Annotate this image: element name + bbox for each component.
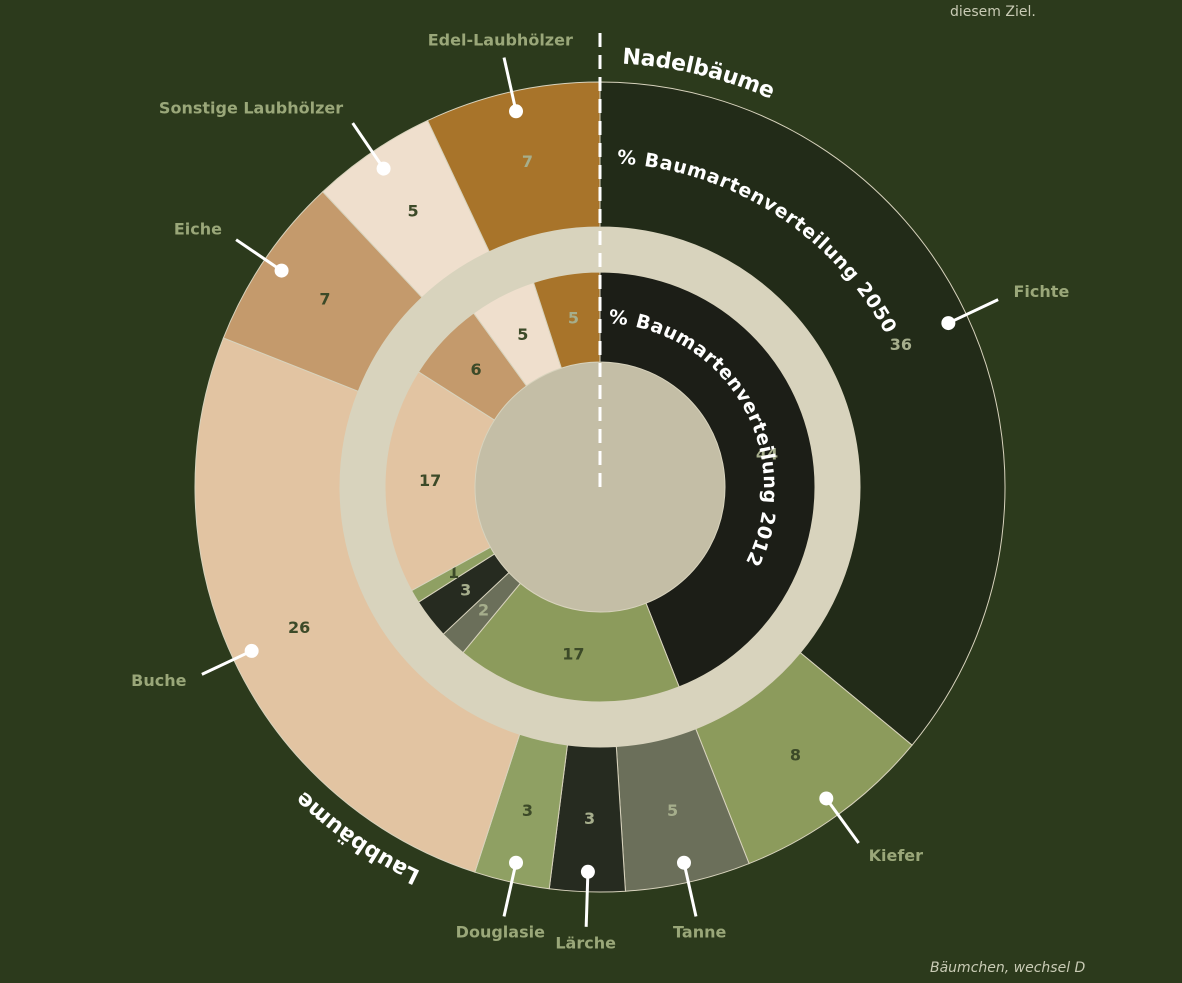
value-label: 3 <box>522 801 533 820</box>
value-label: 2 <box>478 600 489 619</box>
category-label: Eiche <box>174 220 222 239</box>
value-label: 5 <box>517 325 528 344</box>
value-label: 36 <box>890 335 912 354</box>
value-label: 7 <box>522 152 533 171</box>
category-label: Sonstige Laubhölzer <box>159 99 343 118</box>
leader-line <box>947 298 999 325</box>
leader-dot <box>274 263 289 278</box>
value-label: 17 <box>562 644 584 663</box>
value-label: 1 <box>448 563 459 582</box>
leader-line <box>201 649 253 676</box>
ring-segment <box>599 81 1006 746</box>
leader-dot <box>244 643 259 658</box>
leader-dot <box>676 855 691 870</box>
leader-dot <box>509 104 524 119</box>
value-label: 8 <box>790 745 801 764</box>
category-label: Kiefer <box>869 846 924 865</box>
leader-dot <box>376 161 391 176</box>
note: Bäumchen, wechsel D <box>930 960 1086 976</box>
leader-line <box>351 122 385 170</box>
category-label: Buche <box>131 671 186 690</box>
value-label: 5 <box>408 201 419 220</box>
ring-segment <box>194 337 521 873</box>
leader-dot <box>941 316 956 331</box>
category-label: Lärche <box>555 933 616 952</box>
leader-line <box>682 862 698 917</box>
value-label: 7 <box>319 290 330 309</box>
leader-line <box>502 862 518 917</box>
value-label: 3 <box>584 809 595 828</box>
leader-line <box>825 797 860 844</box>
value-label: 44 <box>756 445 778 464</box>
ring-segment <box>532 271 601 369</box>
leader-dot <box>819 791 834 806</box>
note: diesem Ziel. <box>950 4 1036 20</box>
leader-line <box>235 238 283 272</box>
value-label: 3 <box>460 581 471 600</box>
value-label: 26 <box>288 618 310 637</box>
ring-segment <box>599 271 816 688</box>
leader-dot <box>509 855 524 870</box>
category-label: Fichte <box>1014 282 1070 301</box>
category-label: Tanne <box>673 922 726 941</box>
value-label: 6 <box>471 360 482 379</box>
leader-line <box>502 57 518 112</box>
value-label: 5 <box>667 801 678 820</box>
value-label: 17 <box>419 471 441 490</box>
category-label: Edel-Laubhölzer <box>428 31 573 50</box>
leader-line <box>584 871 590 927</box>
value-label: 5 <box>568 309 579 328</box>
leader-dot <box>580 864 595 879</box>
category-label: Douglasie <box>456 922 545 941</box>
